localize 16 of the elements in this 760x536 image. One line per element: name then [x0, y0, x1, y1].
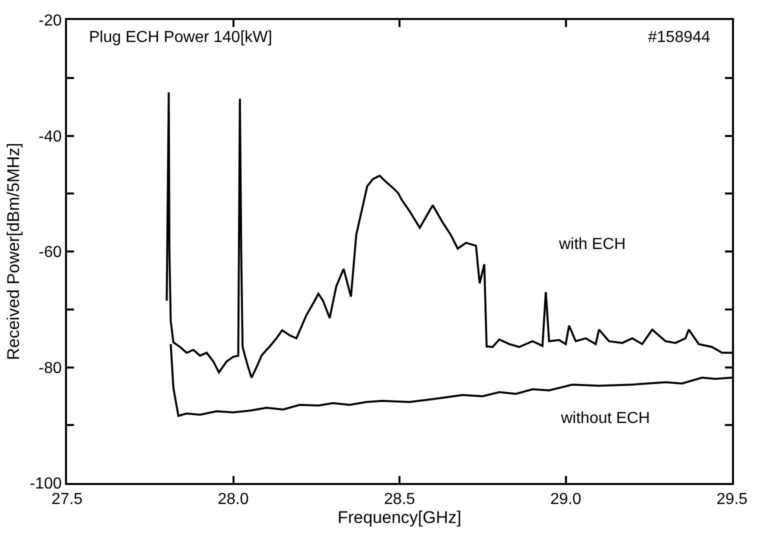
y-axis-title: Received Power[dBm/5MHz] [4, 142, 23, 360]
y-tick-label: -100 [30, 476, 62, 493]
y-tick-label: -80 [38, 360, 62, 377]
y-tick-label: -20 [38, 12, 62, 30]
annotation: Plug ECH Power 140[kW] [89, 29, 272, 46]
annotation: #158944 [648, 29, 710, 46]
x-tick-label: 27.5 [51, 491, 83, 508]
y-tick-label: -60 [38, 244, 62, 262]
x-tick-label: 28.0 [218, 491, 249, 508]
y-tick-label: -40 [38, 128, 62, 146]
x-tick-label: 29.0 [550, 491, 582, 508]
x-tick-label: 29.5 [716, 491, 748, 508]
text: with ECH [558, 236, 626, 253]
x-axis-title: Frequency[GHz] [338, 508, 462, 528]
x-tick-label: 28.5 [384, 491, 416, 508]
series-label: without ECH [560, 410, 650, 427]
